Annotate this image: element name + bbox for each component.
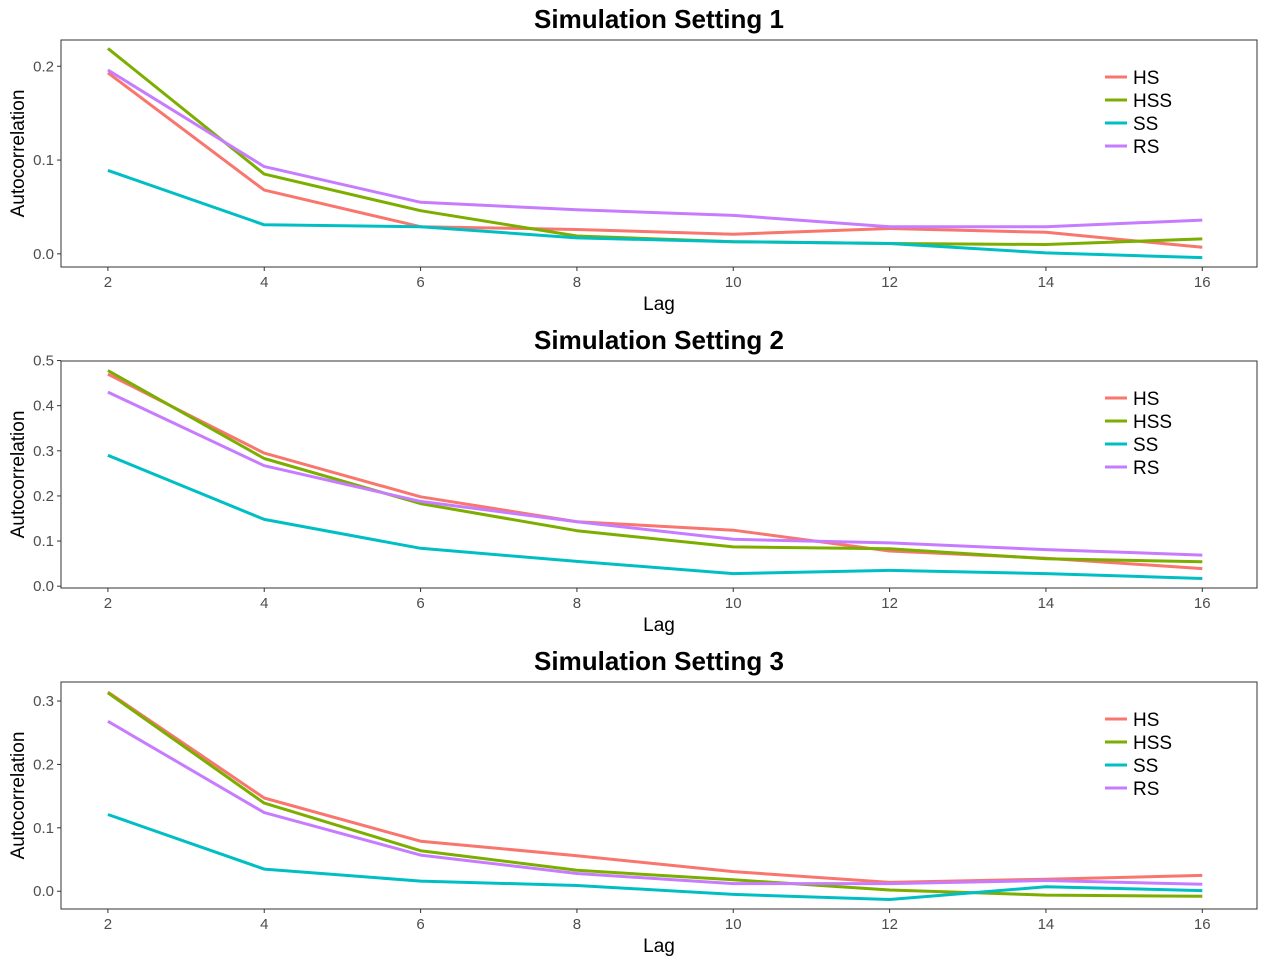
chart-title: Simulation Setting 3 bbox=[534, 646, 784, 676]
x-tick-label: 8 bbox=[573, 916, 581, 933]
x-tick-label: 14 bbox=[1038, 274, 1055, 291]
x-tick-label: 6 bbox=[416, 916, 424, 933]
legend-label-rs: RS bbox=[1133, 137, 1159, 158]
legend-label-hss: HSS bbox=[1133, 412, 1172, 433]
legend-label-rs: RS bbox=[1133, 458, 1159, 479]
series-line-ss bbox=[107, 813, 1203, 901]
chart-title: Simulation Setting 2 bbox=[534, 325, 784, 355]
x-tick-label: 16 bbox=[1194, 274, 1211, 291]
chart-panel-3: Simulation Setting 3 0.0 0.1 0.2 0.3 2 4 6 8 10 12… bbox=[8, 646, 1258, 957]
legend-label-hss: HSS bbox=[1133, 733, 1172, 754]
x-tick-label: 4 bbox=[260, 595, 268, 612]
series-line-rs bbox=[107, 390, 1203, 557]
x-tick-label: 6 bbox=[416, 595, 424, 612]
panel-border bbox=[60, 39, 1258, 268]
x-tick-label: 10 bbox=[725, 274, 742, 291]
x-tick-label: 6 bbox=[416, 274, 424, 291]
legend-label-ss: SS bbox=[1133, 756, 1158, 777]
y-axis-title: Autocorrelation bbox=[8, 732, 29, 860]
legend-label-hs: HS bbox=[1133, 710, 1159, 731]
y-tick-label: 0.5 bbox=[33, 353, 54, 370]
x-tick-label: 2 bbox=[104, 916, 112, 933]
x-tick-label: 16 bbox=[1194, 916, 1211, 933]
legend-label-hs: HS bbox=[1133, 68, 1159, 89]
series-line-hss bbox=[107, 691, 1203, 898]
series-line-hss bbox=[106, 47, 1203, 246]
series-line-hs bbox=[106, 71, 1203, 249]
y-tick-label: 0.1 bbox=[33, 533, 54, 550]
legend-label-ss: SS bbox=[1133, 435, 1158, 456]
x-tick-label: 4 bbox=[260, 916, 268, 933]
legend-label-hs: HS bbox=[1133, 389, 1159, 410]
y-tick-label: 0.3 bbox=[33, 443, 54, 460]
y-tick-label: 0.2 bbox=[33, 488, 54, 505]
y-tick-label: 0.1 bbox=[33, 820, 54, 837]
series-line-ss bbox=[107, 453, 1203, 580]
series-line-ss bbox=[107, 168, 1203, 260]
y-tick-label: 0.2 bbox=[33, 756, 54, 773]
x-tick-label: 14 bbox=[1038, 916, 1055, 933]
legend-label-rs: RS bbox=[1133, 779, 1159, 800]
y-tick-label: 0.0 bbox=[33, 883, 54, 900]
series-line-rs bbox=[107, 68, 1203, 229]
y-tick-label: 0.2 bbox=[33, 58, 54, 75]
series-line-hss bbox=[107, 369, 1203, 564]
panel-border bbox=[60, 681, 1258, 910]
x-axis-title: Lag bbox=[643, 294, 675, 315]
series-line-rs bbox=[107, 720, 1203, 886]
chart-panel-1: Simulation Setting 1 0.0 0.1 0.2 2 4 6 8 10 12 14 1… bbox=[8, 4, 1258, 315]
x-tick-label: 10 bbox=[725, 916, 742, 933]
y-axis-title: Autocorrelation bbox=[8, 411, 29, 539]
y-tick-label: 0.0 bbox=[33, 246, 54, 263]
chart-panel-2: Simulation Setting 2 0.0 0.1 0.2 0.3 0.4 0.5 2 4… bbox=[8, 325, 1258, 636]
x-tick-label: 10 bbox=[725, 595, 742, 612]
y-tick-label: 0.1 bbox=[33, 152, 54, 169]
legend-label-ss: SS bbox=[1133, 114, 1158, 135]
x-tick-label: 8 bbox=[573, 274, 581, 291]
panel-border bbox=[60, 360, 1258, 589]
x-tick-label: 12 bbox=[881, 916, 898, 933]
x-tick-label: 16 bbox=[1194, 595, 1211, 612]
x-axis-title: Lag bbox=[643, 615, 675, 636]
x-tick-label: 14 bbox=[1038, 595, 1055, 612]
x-tick-label: 12 bbox=[881, 595, 898, 612]
y-axis-title: Autocorrelation bbox=[8, 90, 29, 218]
x-tick-label: 2 bbox=[104, 595, 112, 612]
x-tick-label: 2 bbox=[104, 274, 112, 291]
legend-label-hss: HSS bbox=[1133, 91, 1172, 112]
x-tick-label: 12 bbox=[881, 274, 898, 291]
y-tick-label: 0.3 bbox=[33, 693, 54, 710]
series-line-hs bbox=[107, 690, 1203, 884]
y-tick-label: 0.0 bbox=[33, 578, 54, 595]
y-tick-label: 0.4 bbox=[33, 398, 54, 415]
x-tick-label: 4 bbox=[260, 274, 268, 291]
x-axis-title: Lag bbox=[643, 936, 675, 957]
x-tick-label: 8 bbox=[573, 595, 581, 612]
chart-title: Simulation Setting 1 bbox=[534, 4, 784, 34]
